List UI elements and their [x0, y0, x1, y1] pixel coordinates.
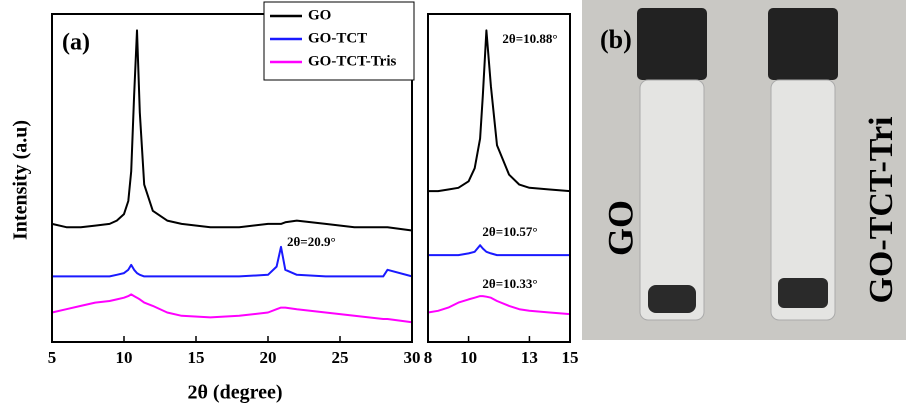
x-tick-label: 30 — [404, 348, 421, 367]
plot-frame — [51, 13, 413, 343]
data-line — [52, 245, 413, 278]
x-tick-label: 20 — [260, 348, 277, 367]
x-tick-label: 8 — [424, 348, 433, 367]
x-tick-label: 13 — [521, 348, 538, 367]
x-tick-label: 5 — [48, 348, 57, 367]
x-tick-label: 15 — [562, 348, 579, 367]
annotation: 2θ=10.57° — [482, 224, 537, 239]
annotation: 2θ=10.88° — [502, 31, 557, 46]
legend-label: GO — [308, 7, 331, 23]
data-line — [51, 293, 413, 324]
x-tick-label: 15 — [188, 348, 205, 367]
x-axis-label: 2θ (degree) — [187, 382, 282, 404]
data-line — [428, 29, 571, 193]
annotation: 2θ=20.9° — [287, 234, 336, 249]
legend-label: GO-TCT — [308, 30, 367, 46]
y-axis-label: Intensity (a.u) — [10, 120, 32, 240]
data-line — [428, 244, 570, 257]
data-line — [427, 295, 571, 316]
plot-frame — [427, 13, 571, 343]
data-line — [51, 29, 413, 232]
panel-label: (a) — [62, 30, 90, 56]
vial-label: GO-TCT-Tri — [863, 116, 900, 303]
x-tick-label: 10 — [460, 348, 477, 367]
vial-right — [768, 8, 838, 321]
x-tick-label: 25 — [332, 348, 349, 367]
panel-label: (b) — [600, 25, 632, 54]
annotation: 2θ=10.33° — [482, 276, 537, 291]
legend-label: GO-TCT-Tris — [308, 53, 397, 69]
photo-background — [582, 0, 906, 340]
x-tick-label: 10 — [116, 348, 133, 367]
vial-label: GO — [600, 200, 640, 256]
vial-left — [637, 8, 707, 321]
